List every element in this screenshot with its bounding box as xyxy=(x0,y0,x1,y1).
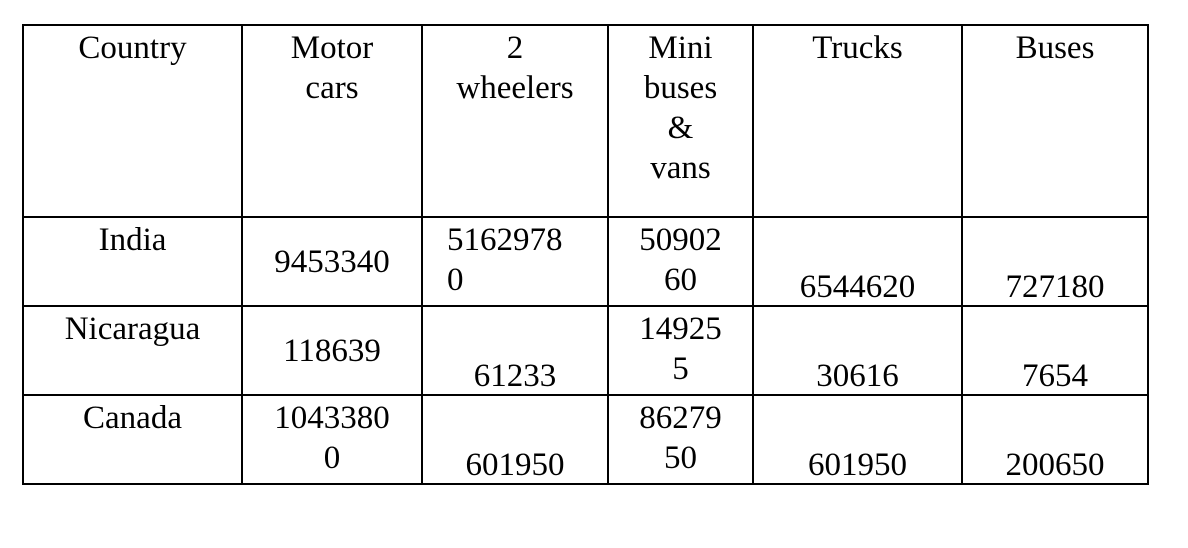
header-cell-buses: Buses xyxy=(961,24,1149,218)
table-row: Nicaragua 118639 61233 14925 5 30616 7654 xyxy=(22,305,1149,396)
value-line: 60 xyxy=(664,262,697,298)
buses-value: 7654 xyxy=(1022,358,1088,394)
header-cell-trucks: Trucks xyxy=(752,24,963,218)
country-name: Canada xyxy=(83,400,182,436)
cell-country: Nicaragua xyxy=(22,305,243,396)
motor-cars-value: 118639 xyxy=(283,333,381,369)
header-label: Motor cars xyxy=(290,30,374,106)
cell-two-wheelers: 601950 xyxy=(421,394,609,485)
value-line: 86279 xyxy=(639,400,722,436)
table-header-row: Country Motor cars 2 wheelers Mini buses… xyxy=(22,24,1149,218)
value-line: 5 xyxy=(672,351,689,387)
table-row: India 9453340 5162978 0 50902 60 6544620 7… xyxy=(22,216,1149,307)
two-wheelers-value: 5162978 0 xyxy=(447,220,606,300)
header-cell-two-wheelers: 2 wheelers xyxy=(421,24,609,218)
cell-two-wheelers: 61233 xyxy=(421,305,609,396)
value-line: 1043380 xyxy=(274,400,390,436)
header-cell-motor-cars: Motor cars xyxy=(241,24,423,218)
country-name: Nicaragua xyxy=(64,311,201,347)
motor-cars-value: 1043380 0 xyxy=(244,398,420,478)
mini-buses-value: 14925 5 xyxy=(610,309,751,389)
table-row: Canada 1043380 0 601950 86279 50 601950 20… xyxy=(22,394,1149,485)
motor-cars-value: 9453340 xyxy=(274,244,390,280)
buses-value: 727180 xyxy=(1005,269,1105,305)
cell-buses: 727180 xyxy=(961,216,1149,307)
value-line: 50902 xyxy=(639,222,722,258)
cell-mini-buses-vans: 86279 50 xyxy=(607,394,754,485)
value-line: 50 xyxy=(664,440,697,476)
cell-motor-cars: 118639 xyxy=(241,305,423,396)
trucks-value: 601950 xyxy=(808,447,907,483)
trucks-value: 6544620 xyxy=(799,269,916,305)
value-line: 5162978 xyxy=(447,222,563,258)
two-wheelers-value: 601950 xyxy=(465,447,565,483)
cell-motor-cars: 1043380 0 xyxy=(241,394,423,485)
cell-buses: 200650 xyxy=(961,394,1149,485)
two-wheelers-value: 61233 xyxy=(473,358,557,394)
cell-mini-buses-vans: 14925 5 xyxy=(607,305,754,396)
cell-trucks: 601950 xyxy=(752,394,963,485)
header-label: Buses xyxy=(1015,30,1095,66)
cell-two-wheelers: 5162978 0 xyxy=(421,216,609,307)
vehicle-table: Country Motor cars 2 wheelers Mini buses… xyxy=(22,24,1149,485)
header-label: 2 wheelers xyxy=(456,30,574,106)
header-label: Country xyxy=(78,30,187,66)
cell-country: Canada xyxy=(22,394,243,485)
mini-buses-value: 50902 60 xyxy=(610,220,751,300)
value-line: 0 xyxy=(447,262,464,298)
cell-country: India xyxy=(22,216,243,307)
header-cell-mini-buses-vans: Mini buses & vans xyxy=(607,24,754,218)
cell-trucks: 6544620 xyxy=(752,216,963,307)
buses-value: 200650 xyxy=(1005,447,1105,483)
mini-buses-value: 86279 50 xyxy=(610,398,751,478)
country-name: India xyxy=(98,222,167,258)
value-line: 0 xyxy=(323,440,341,476)
cell-mini-buses-vans: 50902 60 xyxy=(607,216,754,307)
header-label: Trucks xyxy=(812,30,903,66)
header-label: Mini buses & vans xyxy=(643,30,718,186)
value-line: 14925 xyxy=(639,311,722,347)
cell-motor-cars: 9453340 xyxy=(241,216,423,307)
cell-trucks: 30616 xyxy=(752,305,963,396)
cell-buses: 7654 xyxy=(961,305,1149,396)
trucks-value: 30616 xyxy=(816,358,899,394)
header-cell-country: Country xyxy=(22,24,243,218)
